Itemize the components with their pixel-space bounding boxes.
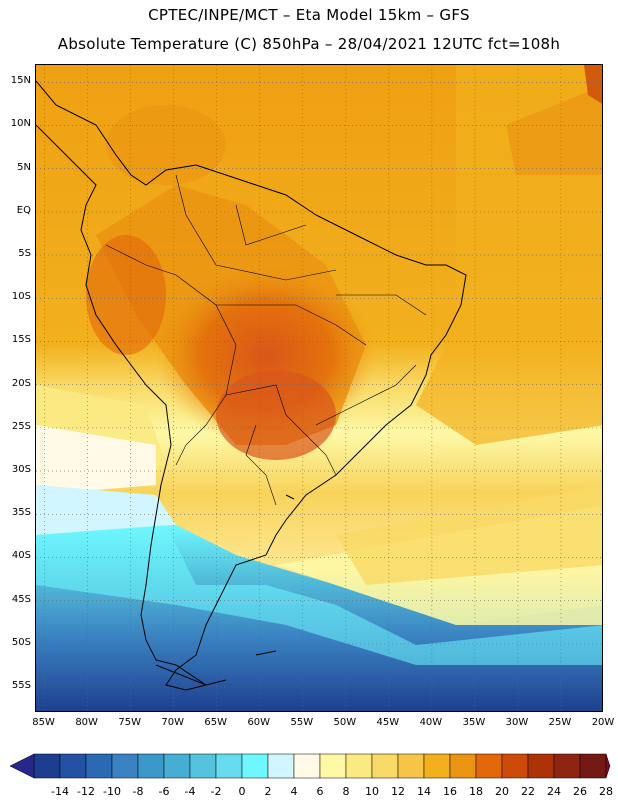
- longitude-tick-label: 45W: [376, 717, 400, 728]
- latitude-tick-label: 10N: [10, 118, 31, 130]
- colorbar-cell: [241, 753, 269, 779]
- colorbar-cell: [371, 753, 399, 779]
- latitude-tick-label: 35S: [11, 507, 31, 519]
- colorbar-cell: [215, 753, 243, 779]
- chart-subtitle: Absolute Temperature (C) 850hPa – 28/04/…: [57, 35, 561, 53]
- colorbar-cell: [423, 753, 451, 779]
- colorbar-tick-label: -14: [51, 785, 69, 798]
- colorbar-cell: [449, 753, 477, 779]
- colorbar-tick-label: 10: [365, 785, 379, 798]
- colorbar-cell: [137, 753, 165, 779]
- colorbar-tick-label: 16: [443, 785, 457, 798]
- latitude-tick-label: 40S: [11, 550, 31, 562]
- colorbar-cell: [475, 753, 503, 779]
- colorbar-tick-label: 0: [238, 785, 246, 798]
- latitude-tick-label: 50S: [11, 636, 31, 648]
- colorbar-cell: [293, 753, 321, 779]
- longitude-tick-label: 50W: [333, 717, 357, 728]
- map-panel[interactable]: [35, 64, 603, 712]
- coastline: [36, 80, 467, 691]
- longitude-tick-label: 35W: [462, 717, 486, 728]
- longitude-tick-label: 70W: [161, 717, 184, 728]
- colorbar-tick-label: -10: [103, 785, 121, 798]
- longitude-tick-label: 40W: [419, 717, 443, 728]
- longitude-tick-label: 75W: [118, 717, 141, 728]
- colorbar-cell: [501, 753, 529, 779]
- colorbar-cell: [319, 753, 347, 779]
- colorbar-tick-label: 22: [521, 785, 535, 798]
- country-borders: [105, 174, 427, 506]
- colorbar-tick-label: 4: [290, 785, 298, 798]
- colorbar-tick-label: 14: [417, 785, 431, 798]
- latitude-tick-label: 55S: [11, 680, 31, 692]
- latitude-tick-label: 15N: [10, 75, 31, 87]
- colorbar-cell: [189, 753, 217, 779]
- colorbar-cell: [345, 753, 373, 779]
- colorbar: [9, 753, 611, 779]
- colorbar-cell: [579, 753, 607, 779]
- latitude-tick-label: 20S: [11, 377, 31, 389]
- latitude-tick-label: 25S: [11, 420, 31, 432]
- latitude-tick-label: 45S: [11, 593, 31, 605]
- latitude-tick-label: 10S: [11, 291, 31, 303]
- colorbar-tick-label: -4: [184, 785, 196, 798]
- chart-title: CPTEC/INPE/MCT – Eta Model 15km – GFS: [148, 6, 470, 24]
- colorbar-tick-label: 18: [469, 785, 483, 798]
- longitude-tick-label: 20W: [591, 717, 615, 728]
- colorbar-cell: [553, 753, 581, 779]
- colorbar-low-arrow: [9, 753, 35, 779]
- colorbar-cell: [397, 753, 425, 779]
- colorbar-tick-label: -12: [77, 785, 95, 798]
- colorbar-tick-label: 24: [547, 785, 561, 798]
- latitude-tick-label: 30S: [11, 464, 31, 476]
- colorbar-cell: [85, 753, 113, 779]
- colorbar-tick-label: 20: [495, 785, 509, 798]
- colorbar-tick-label: -8: [132, 785, 144, 798]
- colorbar-tick-label: -2: [210, 785, 222, 798]
- colorbar-tick-label: 8: [342, 785, 350, 798]
- colorbar-high-arrow: [605, 753, 611, 779]
- longitude-tick-label: 80W: [75, 717, 98, 728]
- map-gridlines: [36, 65, 602, 711]
- latitude-tick-label: 5S: [18, 248, 31, 260]
- latitude-tick-label: 15S: [11, 334, 31, 346]
- colorbar-cell: [527, 753, 555, 779]
- colorbar-tick-label: 6: [316, 785, 324, 798]
- temperature-field-map: [36, 65, 602, 711]
- colorbar-cell: [163, 753, 191, 779]
- colorbar-cell: [33, 753, 61, 779]
- colorbar-tick-label: -6: [158, 785, 170, 798]
- longitude-tick-label: 85W: [32, 717, 55, 728]
- colorbar-tick-label: 26: [573, 785, 587, 798]
- longitude-tick-label: 65W: [204, 717, 228, 728]
- longitude-tick-label: 60W: [247, 717, 271, 728]
- latitude-tick-label: 5N: [17, 161, 31, 173]
- longitude-tick-label: 30W: [505, 717, 529, 728]
- longitude-tick-label: 25W: [548, 717, 572, 728]
- colorbar-cell: [59, 753, 87, 779]
- colorbar-tick-label: 2: [264, 785, 272, 798]
- colorbar-cell: [111, 753, 139, 779]
- colorbar-tick-label: 12: [391, 785, 405, 798]
- longitude-tick-label: 55W: [290, 717, 314, 728]
- latitude-tick-label: EQ: [16, 204, 31, 216]
- colorbar-tick-label: 28: [599, 785, 613, 798]
- colorbar-cell: [267, 753, 295, 779]
